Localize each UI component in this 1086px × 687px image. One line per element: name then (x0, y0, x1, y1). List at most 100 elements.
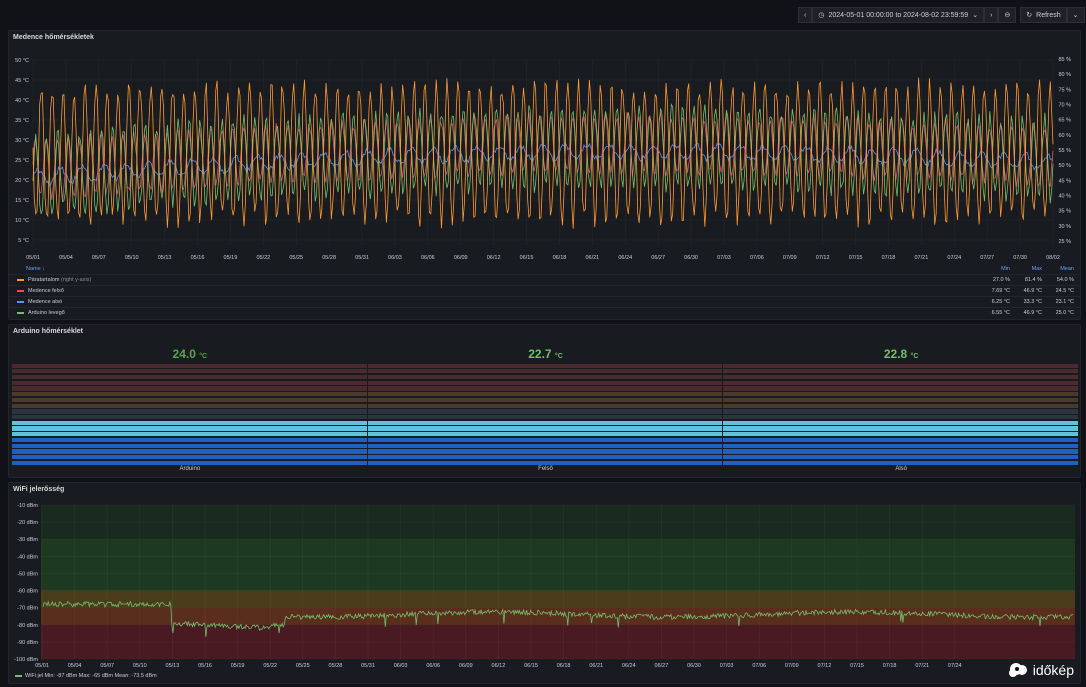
y-tick-label: 45 °C (15, 78, 29, 84)
gauge-segment (723, 449, 1078, 454)
legend-mean: 23.1 °C (1055, 299, 1074, 305)
x-tick-label: 06/12 (487, 255, 501, 261)
x-tick-label: 06/30 (684, 255, 698, 261)
bar-gauge-alsó[interactable] (723, 361, 1078, 465)
legend-swatch (17, 301, 24, 303)
x-tick-label: 07/12 (816, 255, 830, 261)
x-tick-label: 07/21 (915, 663, 929, 669)
x-tick-label: 05/31 (355, 255, 369, 261)
x-tick-label: 05/16 (198, 663, 212, 669)
bar-gauge-arduino[interactable] (12, 361, 367, 465)
watermark-text: időkép (1032, 662, 1074, 678)
legend-header-max[interactable]: Max (1031, 265, 1042, 272)
timeseries-chart[interactable]: 50 °C 45 °C 40 °C 35 °C 30 °C 25 °C 20 °C 15 °C… (9, 45, 1080, 285)
legend-header-name[interactable]: Name ↓ (26, 265, 45, 272)
x-tick-label: 06/15 (520, 255, 534, 261)
y2-tick-label: 50 % (1058, 163, 1071, 169)
gauge-segment (367, 386, 723, 391)
y-tick-label: -90 dBm (17, 640, 38, 646)
x-tick-label: 07/24 (948, 663, 962, 669)
cloud-logo-icon (1008, 663, 1027, 677)
legend-header-min[interactable]: Min (1001, 265, 1010, 272)
bar-gauge-felső[interactable] (367, 361, 723, 465)
y-tick-label: 10 °C (15, 218, 29, 224)
legend-row[interactable]: Medence alsó 6.25 °C 33.3 °C 23.1 °C (9, 296, 1080, 307)
legend-min: 6.25 °C (991, 299, 1010, 305)
gauge-segment (12, 460, 367, 465)
gauge-value: 22.8 °C (883, 347, 919, 361)
time-forward-button[interactable]: › (984, 7, 999, 23)
chevron-down-icon: ⌄ (972, 12, 979, 19)
gauge-segment (723, 443, 1078, 448)
x-tick-label: 06/18 (553, 255, 567, 261)
gauge-segment (12, 443, 367, 448)
x-tick-label: 05/10 (125, 255, 139, 261)
y-tick-label: 20 °C (15, 178, 29, 184)
y-tick-label: -30 dBm (17, 537, 38, 543)
gauge-segment (12, 397, 367, 403)
refresh-interval-dropdown[interactable]: ⌄ (1066, 7, 1085, 23)
legend-swatch (17, 312, 24, 314)
x-tick-label: 06/24 (622, 663, 636, 669)
gauge-label: Arduino (179, 466, 201, 472)
legend-row[interactable]: Páratartalom (right y-axis) 27.0 % 81.4 % 5… (9, 274, 1080, 285)
legend-min: 7.69 °C (991, 288, 1010, 294)
y2-tick-label: 60 % (1058, 133, 1071, 139)
gauge-segment (723, 432, 1078, 437)
y-tick-label: 5 °C (18, 238, 29, 244)
gauge-segment (723, 363, 1078, 368)
gauge-segment (367, 449, 723, 454)
wifi-chart[interactable]: -10 dBm -20 dBm -30 dBm -40 dBm -50 dBm -60 d… (9, 483, 1080, 683)
gauge-value: 24.0 °C (172, 347, 208, 361)
time-back-button[interactable]: ‹ (798, 7, 813, 23)
y2-tick-label: 25 % (1058, 239, 1071, 245)
x-tick-label: 06/06 (421, 255, 435, 261)
x-tick-label: 05/13 (158, 255, 172, 261)
zoom-out-icon: ⊖ (1004, 12, 1011, 19)
gauge-segment (12, 363, 367, 368)
wifi-legend-text[interactable]: WiFi jel Min: -87 dBm Max: -65 dBm Mean:… (25, 673, 157, 679)
gauge-segment (12, 386, 367, 391)
x-tick-label: 07/09 (783, 255, 797, 261)
refresh-icon: ↻ (1026, 12, 1033, 19)
gauge-segment (12, 403, 367, 408)
legend-row[interactable]: Arduino levegő 6.55 °C 46.9 °C 25.0 °C (9, 307, 1080, 318)
x-tick-label: 07/12 (818, 663, 832, 669)
y-tick-label: -60 dBm (17, 589, 38, 595)
x-tick-label: 07/21 (915, 255, 929, 261)
zoom-out-button[interactable]: ⊖ (998, 7, 1017, 23)
x-tick-label: 07/18 (882, 255, 896, 261)
x-tick-label: 06/03 (394, 663, 408, 669)
y2-tick-label: 80 % (1058, 72, 1071, 78)
x-tick-label: 05/01 (26, 255, 40, 261)
legend-min: 6.55 °C (991, 310, 1010, 316)
legend-mean: 24.5 °C (1055, 288, 1074, 294)
time-range-button[interactable]: ◷ 2024-05-01 00:00:00 to 2024-08-02 23:5… (812, 7, 985, 23)
top-toolbar: ‹ ◷ 2024-05-01 00:00:00 to 2024-08-02 23… (0, 0, 1086, 28)
y-tick-label: -20 dBm (17, 520, 38, 526)
gauge-segment (12, 409, 367, 414)
refresh-button[interactable]: ↻ Refresh (1020, 7, 1067, 23)
x-tick-label: 06/06 (426, 663, 440, 669)
x-tick-label: 07/15 (850, 663, 864, 669)
gauge-segment (723, 374, 1078, 380)
gauge-segment (367, 409, 723, 414)
x-tick-label: 07/03 (720, 663, 734, 669)
gauge-segment (367, 397, 723, 403)
legend-min: 27.0 % (992, 277, 1010, 283)
x-tick-label: 05/13 (166, 663, 180, 669)
y-tick-label: 30 °C (15, 138, 29, 144)
legend-series-name: Páratartalom (right y-axis) (28, 277, 92, 283)
gauge-value: 22.7 °C (528, 347, 563, 361)
x-tick-label: 08/02 (1046, 255, 1060, 261)
gauge-label: Felső (538, 466, 553, 472)
x-tick-label: 07/24 (947, 255, 961, 261)
threshold-band (41, 505, 1075, 540)
gauge-segment (723, 437, 1078, 443)
legend-header-mean[interactable]: Mean (1060, 265, 1074, 272)
x-tick-label: 06/27 (651, 255, 665, 261)
y2-tick-label: 55 % (1058, 148, 1071, 154)
legend-mean: 54.0 % (1056, 277, 1074, 283)
legend-row[interactable]: Medence felső 7.69 °C 46.9 °C 24.5 °C (9, 285, 1080, 296)
y2-tick-label: 65 % (1058, 118, 1071, 124)
